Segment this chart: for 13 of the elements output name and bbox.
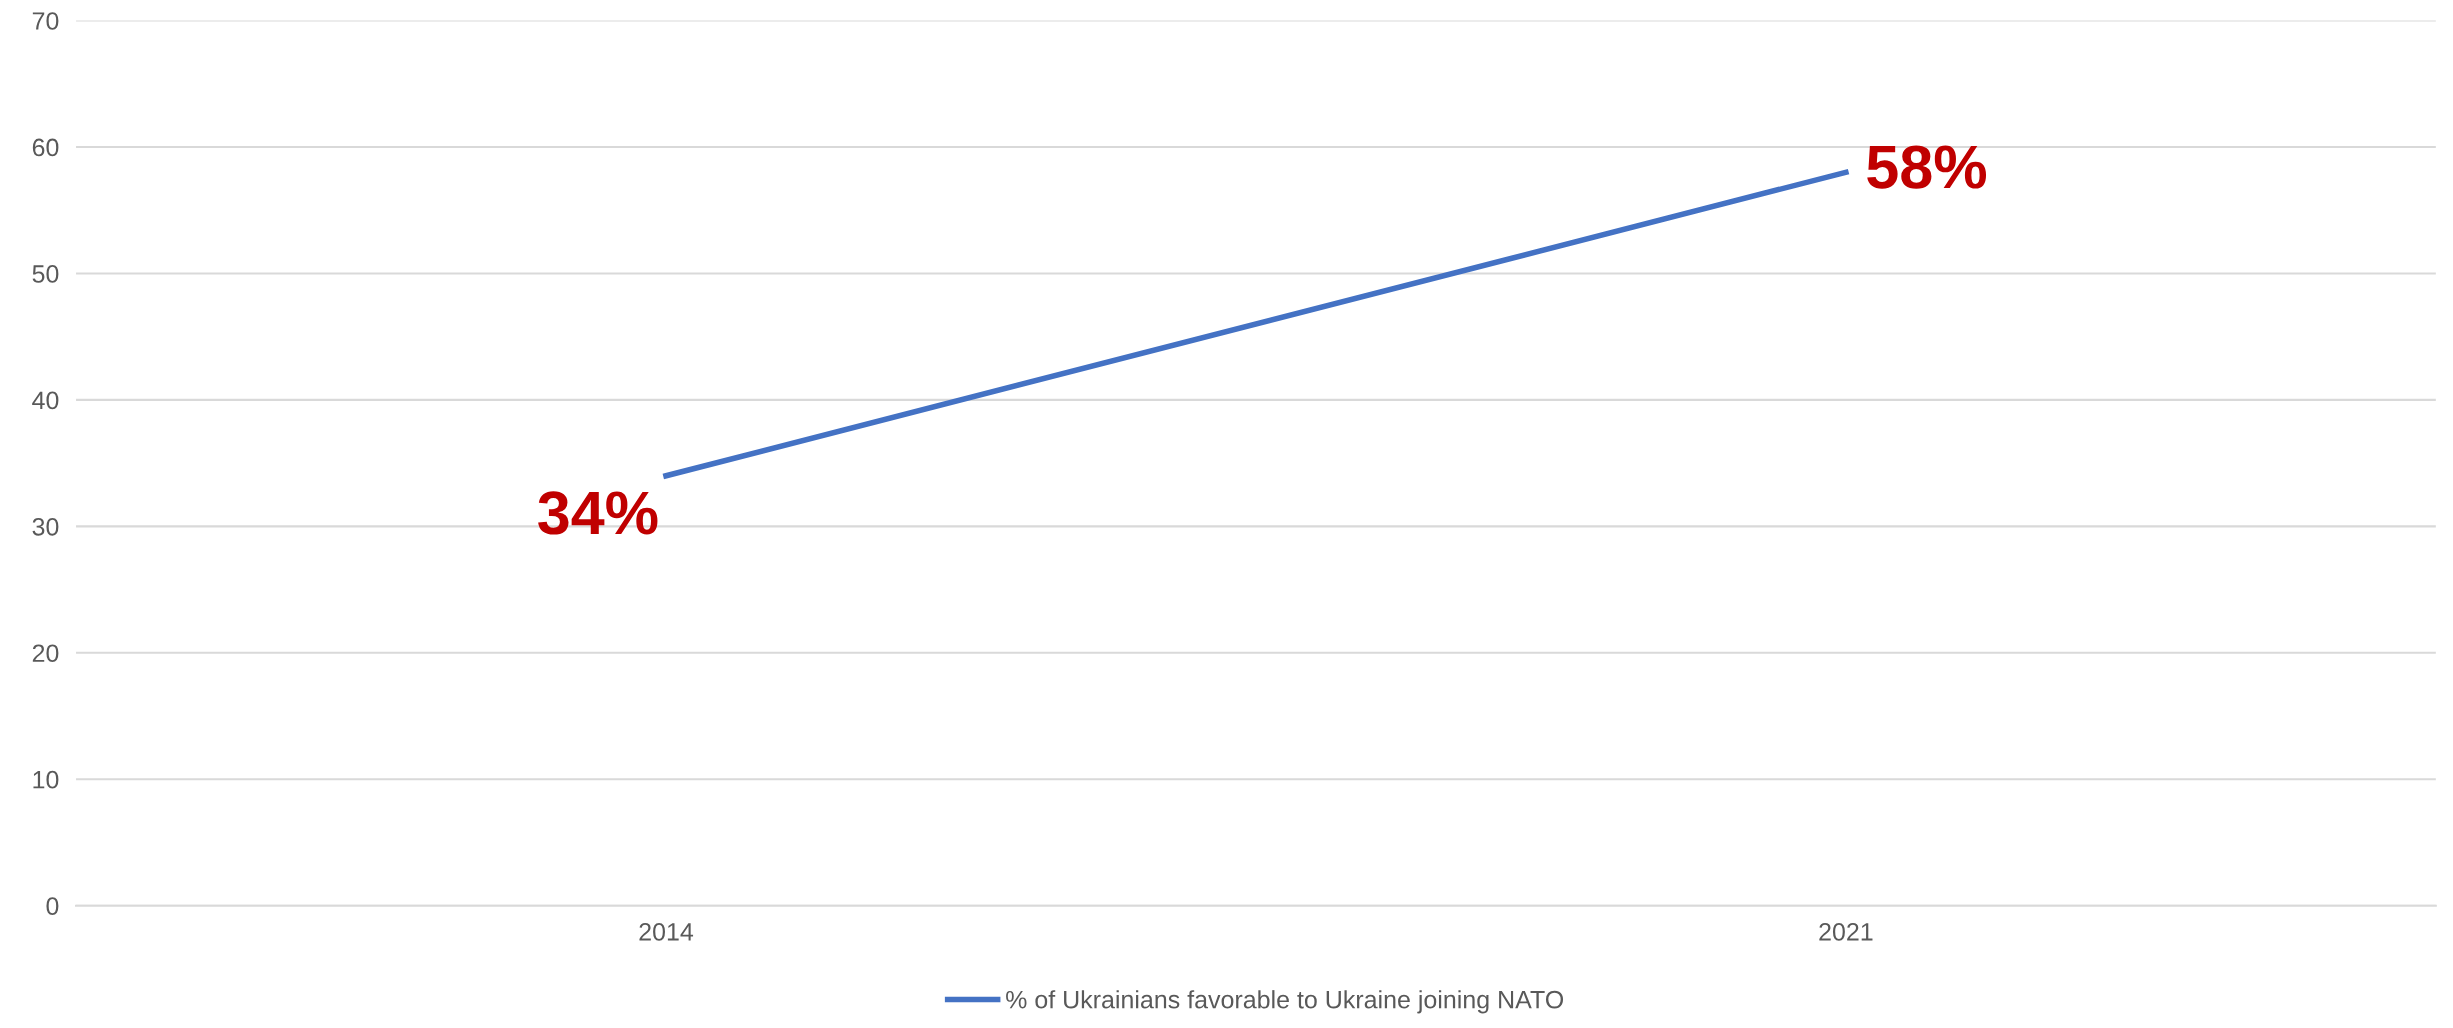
data-label: 34% bbox=[538, 491, 658, 535]
x-tick-label: 2021 bbox=[1819, 922, 1873, 941]
legend-label: % of Ukrainians favorable to Ukraine joining NATO bbox=[1006, 990, 1564, 1014]
y-tick-label: 30 bbox=[32, 517, 59, 536]
y-tick-label: 50 bbox=[32, 265, 59, 283]
y-tick-label: 60 bbox=[32, 138, 59, 157]
y-tick-label: 20 bbox=[32, 644, 59, 663]
y-tick-label: 70 bbox=[32, 12, 59, 30]
y-tick-label: 0 bbox=[46, 897, 59, 915]
y-tick-label: 10 bbox=[33, 770, 59, 789]
data-label: 58% bbox=[1867, 145, 1987, 189]
x-tick-label: 2014 bbox=[639, 922, 694, 941]
y-tick-label: 40 bbox=[32, 391, 59, 410]
